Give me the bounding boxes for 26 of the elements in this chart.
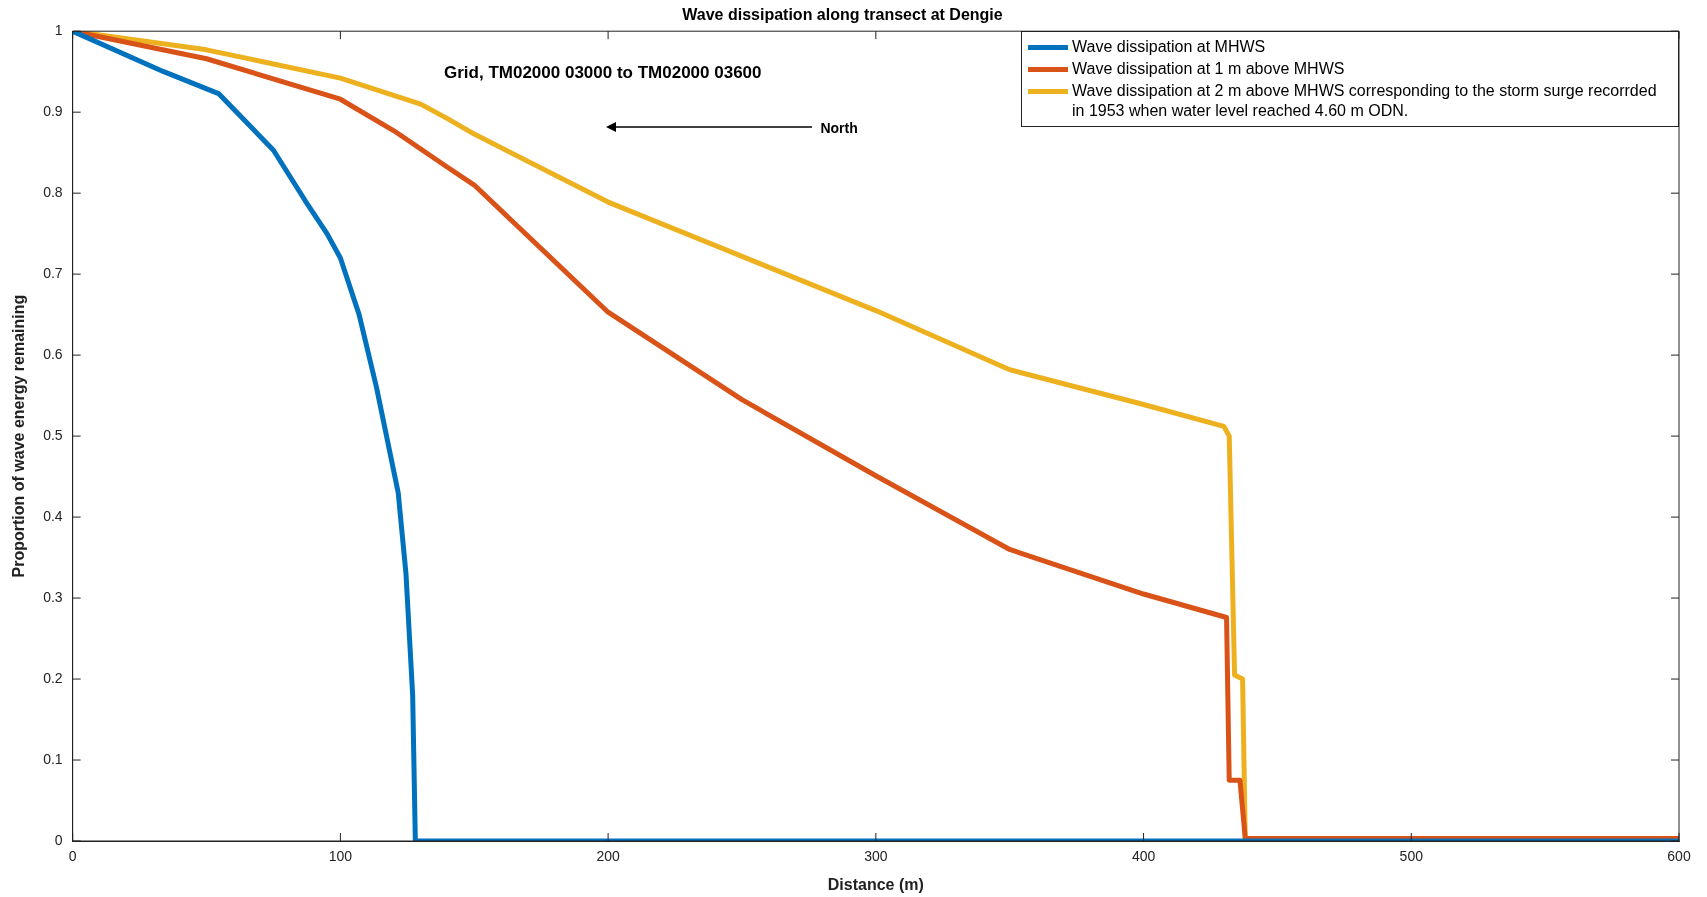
y-tick-label: 0 xyxy=(54,831,63,848)
y-tick-label: 0.4 xyxy=(43,507,63,524)
y-tick-label: 0.9 xyxy=(43,103,63,120)
annotation: North xyxy=(820,120,858,137)
y-tick-label: 0.3 xyxy=(43,588,63,605)
x-tick-label: 100 xyxy=(328,848,353,865)
y-tick-label: 1 xyxy=(54,22,63,39)
annotation: Grid, TM02000 03000 to TM02000 03600 xyxy=(444,63,762,83)
y-tick-label: 0.1 xyxy=(43,750,63,767)
y-axis-title: Proportion of wave energy remaining xyxy=(10,294,28,578)
y-tick-label: 0.6 xyxy=(43,345,63,362)
y-tick-label: 0.5 xyxy=(43,426,63,443)
y-tick-label: 0.7 xyxy=(43,265,63,281)
legend-label: Wave dissipation at MHWS xyxy=(1072,37,1266,58)
legend-label: Wave dissipation at 2 m above MHWS corresponding to the storm surge recorrded in 1953 when water level reached 4.60 m ODN. xyxy=(1072,81,1658,122)
x-tick-label: 500 xyxy=(1399,848,1424,865)
x-tick-label: 0 xyxy=(68,848,77,865)
y-tick-label: 0.8 xyxy=(43,184,63,201)
x-tick-label: 400 xyxy=(1131,848,1156,865)
y-tick-label: 0.2 xyxy=(43,669,63,686)
x-tick-label: 200 xyxy=(596,848,620,865)
x-axis-title: Distance (m) xyxy=(827,875,924,893)
legend-label: Wave dissipation at 1 m above MHWS xyxy=(1072,59,1345,80)
x-tick-label: 600 xyxy=(1667,848,1691,865)
x-tick-label: 300 xyxy=(864,848,888,865)
chart-title: Wave dissipation along transect at Dengie xyxy=(682,6,1003,24)
